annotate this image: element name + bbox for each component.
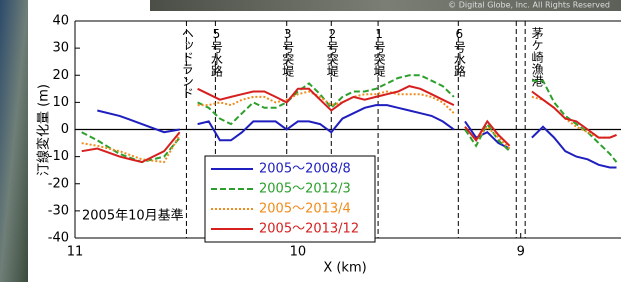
y-tick-label: 40	[52, 14, 69, 29]
x-axis-label: X (km)	[323, 261, 366, 276]
y-tick-label: -10	[48, 149, 69, 164]
legend-label: 2005～2008/8	[259, 162, 351, 177]
y-tick-label: 30	[52, 41, 69, 56]
structure-label: 5号水路	[209, 27, 223, 78]
series-line	[82, 75, 617, 162]
y-tick-label: 10	[52, 95, 69, 110]
y-tick-label: -20	[48, 176, 69, 191]
legend-label: 2005～2013/4	[259, 202, 351, 217]
structure-label: ヘッドランド	[180, 27, 194, 99]
structure-label: 3号突堤	[281, 27, 295, 77]
structure-label: 6号水路	[452, 27, 466, 78]
y-tick-label: 0	[61, 122, 69, 137]
annotation: 2005年10月基準	[82, 208, 184, 224]
aerial-photo	[0, 0, 28, 282]
structure-label: 2号突堤	[325, 27, 339, 77]
credit: © Digital Globe, Inc. All Rights Reserve…	[448, 1, 610, 10]
structure-label: 1号突堤	[372, 27, 386, 77]
y-tick-label: -30	[48, 203, 69, 218]
legend-label: 2005～2012/3	[259, 182, 351, 197]
x-tick-label: 11	[67, 245, 84, 260]
y-tick-label: -40	[48, 231, 69, 246]
x-tick-label: 10	[290, 245, 307, 260]
x-tick-label: 9	[517, 245, 525, 260]
chart: © Digital Globe, Inc. All Rights Reserve…	[0, 0, 621, 282]
legend-label: 2005～2013/12	[259, 222, 359, 237]
y-tick-label: 20	[52, 68, 69, 83]
structure-label: 茅ケ崎漁港	[530, 27, 544, 87]
